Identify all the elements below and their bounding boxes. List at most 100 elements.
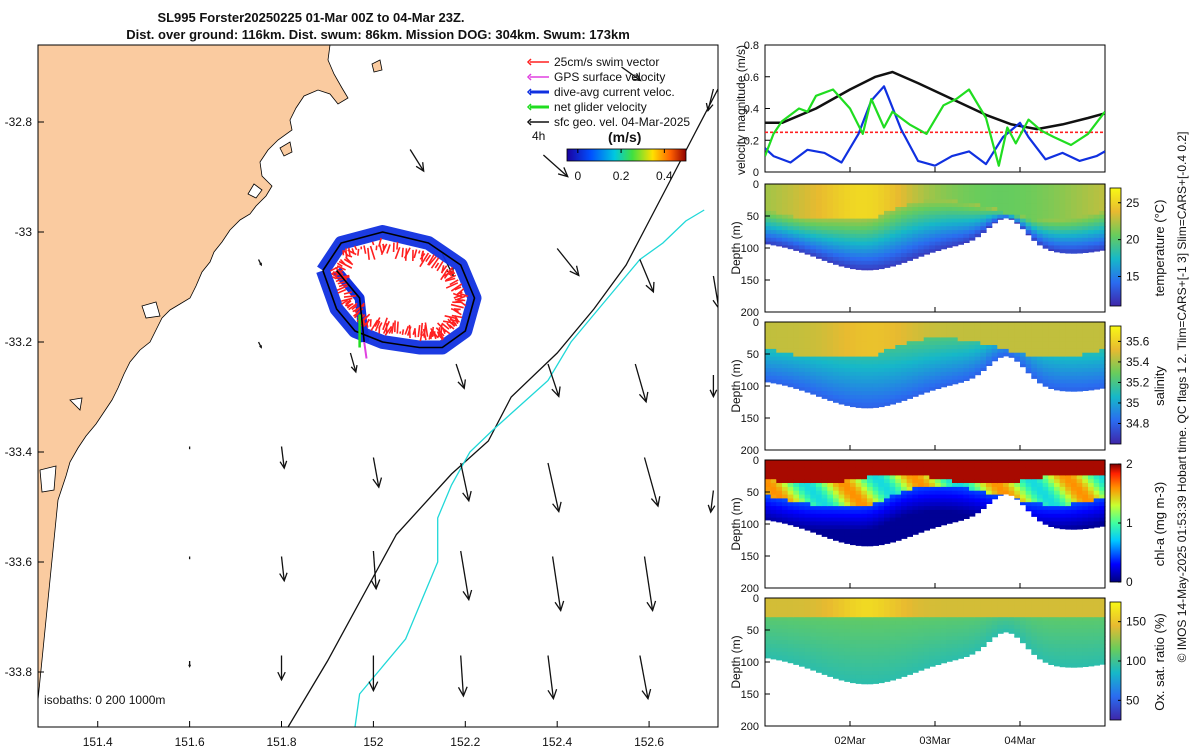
section-cell [799, 352, 806, 358]
section-cell [776, 483, 783, 488]
surface-velocity-vectors [188, 66, 718, 701]
section-cell [1014, 621, 1021, 626]
section-cell [1008, 632, 1015, 634]
section-cell [884, 352, 891, 358]
section-cell [782, 199, 789, 204]
section-cell [929, 218, 936, 223]
section-cell [963, 364, 970, 369]
time-tick-label: 03Mar [919, 735, 951, 747]
section-cell [872, 659, 879, 664]
section-cell [804, 483, 811, 488]
section-cell [1037, 187, 1044, 193]
section-cell [1076, 356, 1083, 361]
section-cell [901, 222, 908, 227]
section-cell [827, 356, 834, 361]
section-cell [833, 383, 840, 388]
section-cell [833, 640, 840, 645]
section-cell [1093, 356, 1100, 361]
section-cell [816, 533, 823, 535]
section-cell [912, 663, 919, 668]
section-cell [782, 509, 789, 515]
gps-surface-velocity-vector [363, 341, 368, 359]
section-cell [799, 222, 806, 227]
section-cell [923, 663, 930, 668]
section-cell [827, 379, 834, 384]
section-cell [1031, 341, 1038, 346]
section-cell [906, 663, 913, 668]
section-cell [1093, 218, 1100, 223]
section-cell [1054, 375, 1061, 381]
section-cell [765, 210, 772, 216]
section-cell [872, 479, 879, 484]
section-cell [782, 644, 789, 649]
swim-vector [370, 319, 379, 331]
section-cell [986, 598, 993, 603]
section-cell [850, 387, 857, 392]
section-cell [923, 214, 930, 220]
section-cell [1099, 659, 1106, 664]
section-cell [1037, 632, 1044, 637]
section-cell [969, 613, 976, 618]
section-cell [861, 609, 868, 614]
section-cell [787, 230, 794, 235]
section-cell [770, 364, 777, 369]
section-cell [799, 199, 806, 204]
section-cell [1099, 525, 1106, 527]
section-cell [850, 406, 857, 408]
section-cell [844, 605, 851, 611]
section-cell [799, 195, 806, 200]
section-cell [1059, 226, 1066, 231]
section-cell [1071, 521, 1078, 526]
section-cell [912, 337, 919, 342]
section-cell [799, 371, 806, 377]
section-cell [929, 352, 936, 358]
section-cell [861, 199, 868, 204]
section-cell [1059, 640, 1066, 645]
section-cell [1059, 613, 1066, 618]
section-cell [776, 613, 783, 618]
swim-vector [343, 294, 357, 298]
section-cell [850, 525, 857, 530]
section-cell [974, 329, 981, 335]
section-cell [929, 245, 936, 250]
section-cell [889, 628, 896, 634]
section-cell [963, 463, 970, 469]
section-cell [1025, 647, 1032, 650]
section-cell [1065, 624, 1072, 630]
swim-vector [441, 322, 450, 330]
section-cell [1042, 348, 1049, 354]
section-cell [935, 617, 942, 622]
section-cell [838, 490, 845, 496]
section-cell [901, 191, 908, 197]
coastline-island [371, 59, 383, 73]
section-cell [980, 333, 987, 338]
section-cell [1093, 617, 1100, 622]
section-cell [1031, 605, 1038, 611]
section-cell [787, 364, 794, 369]
section-cell [946, 601, 953, 607]
section-cell [974, 191, 981, 197]
section-cell [776, 352, 783, 358]
section-cell [1071, 249, 1078, 254]
section-cell [810, 368, 817, 373]
section-cell [1003, 352, 1010, 357]
section-cell [901, 601, 908, 607]
section-cell [918, 375, 925, 381]
section-cell [884, 210, 891, 216]
section-cell [787, 517, 794, 522]
section-cell [1048, 325, 1055, 331]
section-cell [765, 337, 772, 342]
section-cell [906, 371, 913, 377]
section-cell [884, 529, 891, 534]
section-cell [1054, 333, 1061, 338]
section-cell [1076, 483, 1083, 488]
section-cell [1008, 467, 1015, 473]
section-cell [923, 617, 930, 622]
section-cell [833, 509, 840, 515]
vector-shaft [556, 248, 580, 276]
section-cell [793, 521, 800, 526]
colorbar-tick-label: 20 [1126, 233, 1140, 247]
section-cell [1025, 203, 1032, 208]
section-cell [1037, 364, 1044, 369]
section-cell [793, 237, 800, 243]
